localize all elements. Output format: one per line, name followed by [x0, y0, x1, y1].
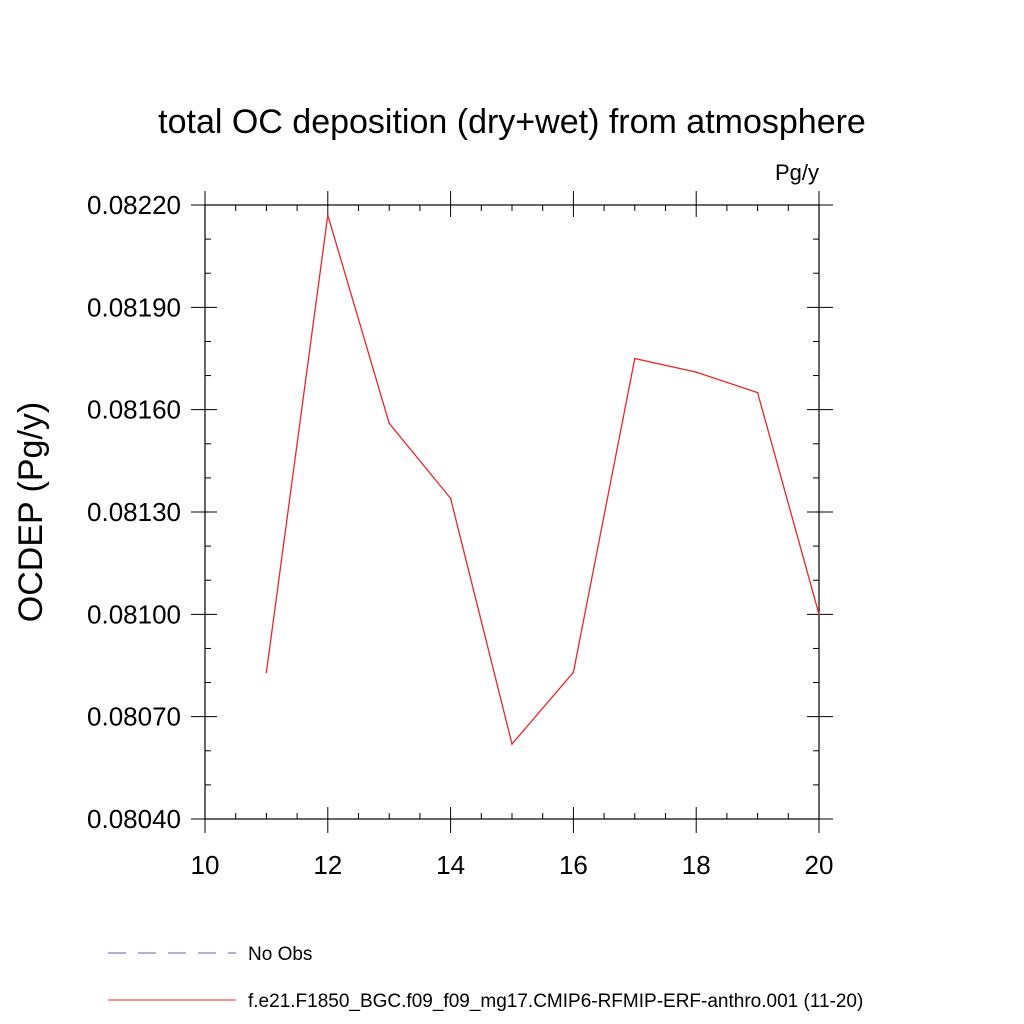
units-label: Pg/y: [775, 160, 819, 185]
data-point: [572, 671, 575, 674]
data-point: [756, 391, 759, 394]
x-tick-label: 12: [313, 850, 342, 880]
y-tick-label: 0.08130: [87, 497, 181, 527]
x-tick-label: 10: [191, 850, 220, 880]
y-tick-label: 0.08070: [87, 702, 181, 732]
y-tick-label: 0.08100: [87, 599, 181, 629]
legend: No Obs f.e21.F1850_BGC.f09_f09_mg17.CMIP6…: [108, 944, 863, 1012]
data-point: [327, 214, 329, 217]
data-point: [265, 671, 268, 674]
chart-title: total OC deposition (dry+wet) from atmos…: [158, 103, 866, 141]
series-layer: [265, 214, 820, 746]
x-tick-label: 14: [436, 850, 465, 880]
data-point: [634, 357, 636, 360]
axis-ticks: [191, 191, 833, 833]
y-axis-label: OCDEP (Pg/y): [12, 402, 50, 622]
data-point: [388, 422, 391, 425]
tick-labels: 10 12 14 16 18 20 0.08040 0.08070 0.08100 0.08130…: [87, 190, 833, 880]
x-tick-label: 20: [805, 850, 834, 880]
data-point: [449, 497, 452, 500]
data-point: [511, 743, 513, 745]
x-tick-label: 18: [682, 850, 711, 880]
legend-label: No Obs: [248, 944, 312, 965]
y-tick-label: 0.08190: [87, 292, 181, 322]
data-point: [818, 613, 820, 616]
data-point: [695, 371, 697, 373]
plot-frame: [204, 204, 820, 820]
x-tick-label: 16: [559, 850, 588, 880]
legend-label: f.e21.F1850_BGC.f09_f09_mg17.CMIP6-RFMIP…: [248, 991, 863, 1012]
y-tick-label: 0.08220: [87, 190, 181, 220]
series-line: [265, 215, 820, 746]
y-tick-label: 0.08040: [87, 804, 181, 834]
y-tick-label: 0.08160: [87, 395, 181, 425]
